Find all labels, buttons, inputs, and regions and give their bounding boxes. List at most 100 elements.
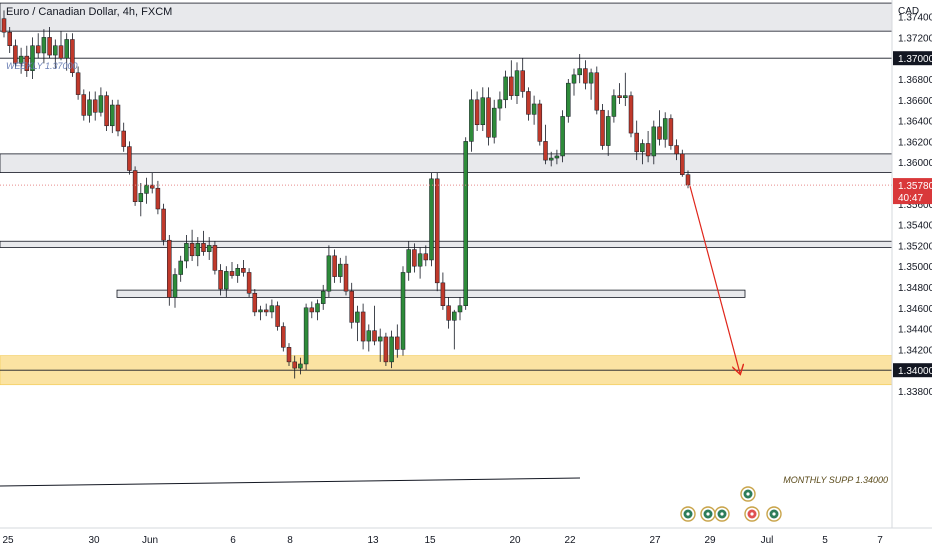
badge-1-37: 1.37000	[893, 51, 932, 66]
candle	[315, 299, 320, 321]
candle-body	[98, 95, 104, 113]
candle	[674, 139, 679, 161]
candle	[104, 91, 109, 131]
last-price-badge: 1.35780 40:47	[893, 178, 932, 205]
candle	[98, 87, 104, 117]
candle-body	[395, 336, 400, 350]
candle-body	[560, 116, 565, 157]
candle	[92, 91, 98, 121]
candle-body	[651, 126, 657, 157]
candle-body	[206, 245, 212, 252]
candle	[58, 31, 64, 61]
candle	[446, 297, 451, 329]
candle	[651, 120, 657, 165]
event-icon[interactable]	[700, 506, 716, 522]
candle-body	[680, 153, 685, 175]
event-icon[interactable]	[766, 506, 782, 522]
candle-body	[537, 103, 543, 142]
candle	[258, 305, 263, 321]
candle-body	[13, 45, 18, 64]
candle	[70, 33, 75, 77]
candle	[144, 177, 149, 204]
event-icon[interactable]	[714, 506, 730, 522]
badge-1-37-text: 1.37000	[898, 54, 932, 65]
time-tick: 7	[877, 535, 883, 546]
lower-zone[interactable]	[116, 289, 746, 298]
candle	[634, 120, 639, 161]
event-icon[interactable]	[680, 506, 696, 522]
time-tick: 25	[2, 535, 14, 546]
time-tick: 29	[704, 535, 716, 546]
candle-body	[224, 271, 229, 290]
candle-body	[548, 157, 554, 161]
candle	[372, 305, 377, 346]
candle-body	[423, 253, 429, 261]
candle-body	[486, 97, 491, 138]
candle-body	[132, 170, 138, 202]
candle	[224, 266, 229, 298]
candle	[246, 268, 252, 298]
badge-1-34: 1.34000	[893, 363, 932, 378]
candle	[452, 309, 457, 350]
candle	[594, 66, 600, 115]
candle-body	[446, 305, 451, 321]
candle-body	[292, 361, 297, 369]
candle-body	[634, 132, 639, 153]
candle-body	[172, 274, 178, 298]
candle-body	[366, 330, 372, 342]
candle	[184, 235, 189, 269]
candle-body	[47, 37, 52, 56]
candle	[229, 262, 235, 279]
candle-body	[167, 239, 172, 298]
candle-body	[497, 99, 503, 109]
candle	[429, 172, 434, 267]
candle-body	[628, 95, 634, 134]
candle	[662, 112, 668, 148]
candle-body	[286, 347, 292, 363]
candle-body	[281, 326, 286, 348]
candle-body	[275, 305, 280, 327]
candle	[189, 229, 195, 261]
candle	[491, 99, 497, 144]
candle-body	[503, 76, 508, 101]
candle	[269, 299, 275, 319]
candle-body	[417, 253, 423, 267]
candle-body	[263, 309, 269, 313]
candle-body	[218, 270, 223, 290]
symbol-title: Euro / Canadian Dollar, 4h, FXCM	[6, 6, 172, 18]
candle-body	[189, 243, 195, 257]
candle	[588, 68, 594, 100]
candle	[338, 257, 343, 283]
time-tick: Jun	[142, 535, 158, 546]
price-axis[interactable]	[892, 0, 932, 528]
candle-body	[121, 130, 126, 147]
candle	[463, 137, 468, 310]
candle-body	[201, 243, 206, 252]
event-icon[interactable]	[740, 486, 756, 502]
candle-body	[161, 208, 166, 241]
candle-body	[58, 45, 64, 59]
time-axis[interactable]	[0, 528, 892, 550]
upper-zone[interactable]	[0, 153, 893, 174]
candle	[161, 203, 166, 246]
candle-body	[566, 82, 571, 117]
event-icon[interactable]	[744, 506, 760, 522]
candle-body	[338, 263, 343, 277]
candle-body	[195, 243, 201, 257]
candle-body	[554, 155, 560, 159]
candle-body	[440, 282, 446, 306]
candle-body	[87, 99, 92, 116]
badge-1-34-text: 1.34000	[898, 366, 932, 377]
candle	[520, 58, 525, 98]
middle-zone[interactable]	[0, 240, 893, 248]
candle-body	[326, 255, 332, 292]
candle	[543, 124, 548, 165]
top-zone[interactable]	[0, 2, 893, 32]
candle-body	[320, 290, 326, 304]
candle	[167, 235, 172, 306]
support-trendline[interactable]	[0, 477, 581, 487]
candle	[480, 87, 486, 131]
projection-arrow[interactable]	[689, 185, 740, 373]
